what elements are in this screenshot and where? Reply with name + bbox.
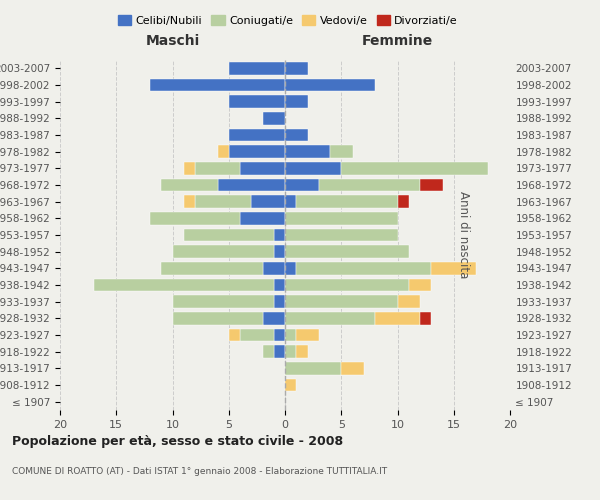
Y-axis label: Anni di nascita: Anni di nascita bbox=[457, 192, 470, 278]
Bar bbox=[285, 296, 398, 308]
Bar bbox=[285, 62, 308, 74]
Bar bbox=[375, 312, 420, 324]
Bar bbox=[161, 262, 263, 274]
Bar bbox=[420, 312, 431, 324]
Bar bbox=[296, 196, 398, 208]
Bar bbox=[398, 196, 409, 208]
Bar bbox=[285, 129, 308, 141]
Bar bbox=[94, 279, 274, 291]
Text: COMUNE DI ROATTO (AT) - Dati ISTAT 1° gennaio 2008 - Elaborazione TUTTITALIA.IT: COMUNE DI ROATTO (AT) - Dati ISTAT 1° ge… bbox=[12, 468, 387, 476]
Text: Maschi: Maschi bbox=[145, 34, 200, 48]
Text: Femmine: Femmine bbox=[362, 34, 433, 48]
Bar bbox=[229, 96, 285, 108]
Bar bbox=[285, 262, 296, 274]
Bar bbox=[195, 162, 240, 174]
Bar bbox=[263, 262, 285, 274]
Bar bbox=[341, 362, 364, 374]
Bar bbox=[263, 312, 285, 324]
Bar bbox=[229, 129, 285, 141]
Bar bbox=[420, 179, 443, 192]
Bar bbox=[285, 162, 341, 174]
Bar bbox=[173, 312, 263, 324]
Bar bbox=[409, 279, 431, 291]
Bar bbox=[161, 179, 218, 192]
Bar bbox=[274, 329, 285, 341]
Bar bbox=[218, 146, 229, 158]
Bar bbox=[296, 329, 319, 341]
Bar bbox=[398, 296, 420, 308]
Bar bbox=[296, 262, 431, 274]
Bar bbox=[184, 229, 274, 241]
Bar bbox=[150, 79, 285, 92]
Bar bbox=[251, 196, 285, 208]
Legend: Celibi/Nubili, Coniugati/e, Vedovi/e, Divorziati/e: Celibi/Nubili, Coniugati/e, Vedovi/e, Di… bbox=[113, 10, 463, 30]
Bar bbox=[285, 196, 296, 208]
Text: Popolazione per età, sesso e stato civile - 2008: Popolazione per età, sesso e stato civil… bbox=[12, 435, 343, 448]
Bar bbox=[285, 346, 296, 358]
Bar bbox=[285, 246, 409, 258]
Bar bbox=[229, 146, 285, 158]
Bar bbox=[240, 162, 285, 174]
Bar bbox=[150, 212, 240, 224]
Bar bbox=[285, 146, 330, 158]
Bar bbox=[341, 162, 487, 174]
Bar bbox=[240, 329, 274, 341]
Bar bbox=[330, 146, 353, 158]
Bar bbox=[285, 379, 296, 391]
Bar bbox=[285, 329, 296, 341]
Bar bbox=[285, 229, 398, 241]
Bar bbox=[173, 296, 274, 308]
Bar bbox=[285, 179, 319, 192]
Bar bbox=[229, 62, 285, 74]
Bar bbox=[240, 212, 285, 224]
Bar bbox=[285, 96, 308, 108]
Bar bbox=[274, 346, 285, 358]
Bar bbox=[285, 212, 398, 224]
Bar bbox=[296, 346, 308, 358]
Bar bbox=[285, 79, 375, 92]
Bar bbox=[285, 312, 375, 324]
Bar bbox=[274, 296, 285, 308]
Bar bbox=[173, 246, 274, 258]
Bar bbox=[229, 329, 240, 341]
Bar bbox=[274, 246, 285, 258]
Bar bbox=[195, 196, 251, 208]
Bar bbox=[184, 162, 195, 174]
Bar bbox=[274, 229, 285, 241]
Bar bbox=[285, 362, 341, 374]
Bar bbox=[431, 262, 476, 274]
Bar bbox=[184, 196, 195, 208]
Bar bbox=[274, 279, 285, 291]
Bar bbox=[263, 112, 285, 124]
Bar bbox=[319, 179, 420, 192]
Bar bbox=[218, 179, 285, 192]
Bar bbox=[285, 279, 409, 291]
Bar bbox=[263, 346, 274, 358]
